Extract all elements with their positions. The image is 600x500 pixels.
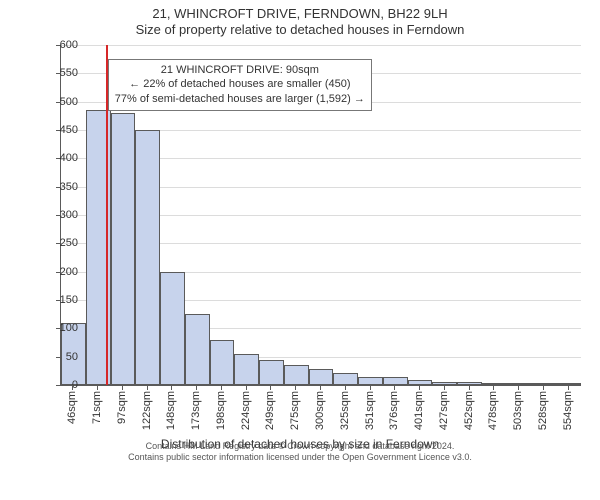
xtick-mark	[345, 385, 346, 390]
xtick-mark	[295, 385, 296, 390]
histogram-bar	[185, 314, 210, 385]
xtick-mark	[221, 385, 222, 390]
histogram-bar	[432, 382, 457, 385]
xtick-mark	[493, 385, 494, 390]
attribution-line1: Contains HM Land Registry data © Crown c…	[0, 441, 600, 452]
xtick-mark	[320, 385, 321, 390]
histogram-bar	[531, 383, 556, 385]
ytick-label: 150	[42, 294, 78, 306]
histogram-bar	[284, 365, 309, 385]
xtick-label: 122sqm	[141, 391, 153, 430]
xtick-mark	[568, 385, 569, 390]
xtick-label: 46sqm	[66, 391, 78, 424]
ytick-label: 450	[42, 124, 78, 136]
header-line1: 21, WHINCROFT DRIVE, FERNDOWN, BH22 9LH	[0, 6, 600, 21]
histogram-bar	[358, 377, 383, 386]
ytick-label: 50	[42, 351, 78, 363]
histogram-bar	[333, 373, 358, 385]
xtick-label: 503sqm	[512, 391, 524, 430]
ytick-label: 550	[42, 67, 78, 79]
attribution-line2: Contains public sector information licen…	[0, 452, 600, 463]
header-line2: Size of property relative to detached ho…	[0, 22, 600, 37]
xtick-label: 275sqm	[289, 391, 301, 430]
xtick-mark	[469, 385, 470, 390]
xtick-mark	[196, 385, 197, 390]
histogram-bar	[457, 382, 482, 385]
xtick-label: 351sqm	[364, 391, 376, 430]
ytick-label: 100	[42, 322, 78, 334]
ytick-label: 250	[42, 237, 78, 249]
histogram-bar	[160, 272, 185, 385]
attribution: Contains HM Land Registry data © Crown c…	[0, 441, 600, 464]
ytick-label: 200	[42, 266, 78, 278]
histogram-bar	[259, 360, 284, 386]
xtick-mark	[394, 385, 395, 390]
xtick-label: 224sqm	[240, 391, 252, 430]
annotation-line3: 77% of semi-detached houses are larger (…	[115, 92, 365, 107]
xtick-label: 478sqm	[487, 391, 499, 430]
annotation-box: 21 WHINCROFT DRIVE: 90sqm← 22% of detach…	[108, 59, 372, 112]
chart-header: 21, WHINCROFT DRIVE, FERNDOWN, BH22 9LH …	[0, 0, 600, 37]
chart-container: Number of detached properties 21 WHINCRO…	[0, 37, 600, 467]
histogram-bar	[383, 377, 408, 386]
xtick-label: 401sqm	[413, 391, 425, 430]
ytick-label: 300	[42, 209, 78, 221]
annotation-line1: 21 WHINCROFT DRIVE: 90sqm	[115, 63, 365, 78]
annotation-line2: ← 22% of detached houses are smaller (45…	[115, 77, 365, 92]
xtick-mark	[72, 385, 73, 390]
histogram-bar	[210, 340, 235, 385]
xtick-label: 97sqm	[116, 391, 128, 424]
ytick-label: 400	[42, 152, 78, 164]
xtick-mark	[97, 385, 98, 390]
xtick-mark	[171, 385, 172, 390]
xtick-mark	[419, 385, 420, 390]
xtick-label: 249sqm	[264, 391, 276, 430]
xtick-label: 71sqm	[91, 391, 103, 424]
xtick-label: 198sqm	[215, 391, 227, 430]
xtick-label: 300sqm	[314, 391, 326, 430]
histogram-bar	[556, 383, 581, 385]
xtick-mark	[147, 385, 148, 390]
xtick-label: 148sqm	[165, 391, 177, 430]
xtick-mark	[270, 385, 271, 390]
ytick-label: 350	[42, 181, 78, 193]
xtick-label: 427sqm	[438, 391, 450, 430]
plot-area: 21 WHINCROFT DRIVE: 90sqm← 22% of detach…	[60, 45, 581, 386]
xtick-label: 554sqm	[562, 391, 574, 430]
ytick-label: 500	[42, 96, 78, 108]
histogram-bar	[234, 354, 259, 385]
xtick-label: 528sqm	[537, 391, 549, 430]
xtick-label: 173sqm	[190, 391, 202, 430]
histogram-bar	[135, 130, 160, 385]
xtick-label: 376sqm	[388, 391, 400, 430]
xtick-mark	[122, 385, 123, 390]
histogram-bar	[309, 369, 334, 385]
gridline	[61, 45, 581, 46]
histogram-bar	[111, 113, 136, 385]
xtick-label: 325sqm	[339, 391, 351, 430]
xtick-mark	[246, 385, 247, 390]
xtick-mark	[543, 385, 544, 390]
xtick-mark	[444, 385, 445, 390]
ytick-label: 600	[42, 39, 78, 51]
xtick-mark	[370, 385, 371, 390]
xtick-label: 452sqm	[463, 391, 475, 430]
xtick-mark	[518, 385, 519, 390]
